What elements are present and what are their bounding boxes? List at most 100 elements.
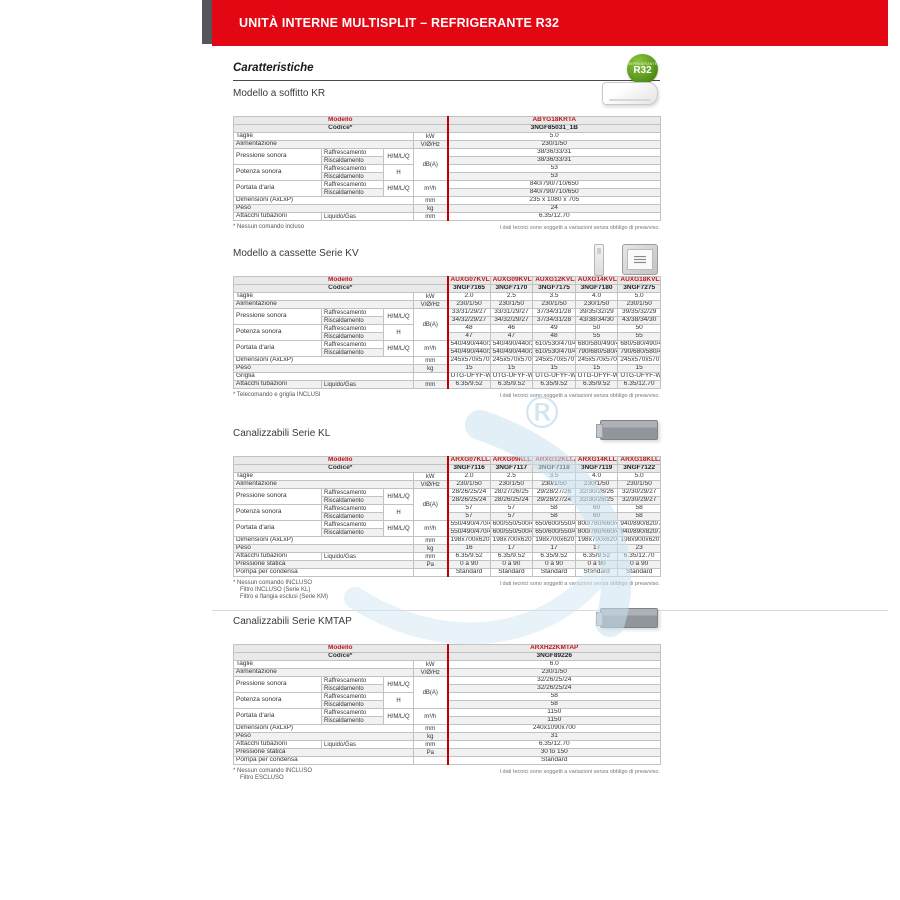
mode-label: H/M/L/Q xyxy=(383,488,414,505)
value-portata_raff: 650/600/550/400 xyxy=(532,520,576,529)
value-pressione_risc: 32/26/25/24 xyxy=(446,684,661,693)
kl-footnotes: * Nessun comando INCLUSO Filtro INCLUSO (… xyxy=(233,580,660,601)
value-pressione_statica: 0 a 90 xyxy=(446,560,491,569)
value-pressione_risc: 29/28/27/24 xyxy=(532,496,576,505)
value-attacchi: 6.35/9.52 xyxy=(489,552,534,561)
sub-label: Riscaldamento xyxy=(321,512,384,521)
value-peso: 24 xyxy=(446,204,661,213)
unit-label: V/Ø/Hz xyxy=(413,140,448,149)
value-pressione_risc: 32/30/29/27 xyxy=(617,496,661,505)
mode-label: H xyxy=(383,504,414,521)
row-label-peso: Peso xyxy=(233,204,414,213)
value-peso: 15 xyxy=(489,364,534,373)
row-label-potenza_raff: Potenza sonora xyxy=(233,692,322,709)
sub-label: Riscaldamento xyxy=(321,316,384,325)
code-row-header: Codice* xyxy=(233,284,448,293)
value-taglie: 3.5 xyxy=(532,292,576,301)
value-pressione_raff: 37/34/31/28 xyxy=(532,308,576,317)
value-peso: 15 xyxy=(446,364,491,373)
model-code: 3NGF85031_1B xyxy=(446,124,661,133)
row-label-pompa: Pompa per condensa xyxy=(233,756,414,765)
value-pompa: Standard xyxy=(446,568,491,577)
footnote-line: Filtro ESCLUSO xyxy=(240,775,284,781)
row-label-taglie: Taglie xyxy=(233,132,414,141)
value-peso: 17 xyxy=(574,544,619,553)
sub-label: Raffrescamento xyxy=(321,692,384,701)
unit-label: kg xyxy=(413,544,448,553)
unit-label xyxy=(413,756,448,765)
unit-label: kW xyxy=(413,660,448,669)
value-dimensioni: 240x1090x700 xyxy=(446,724,661,733)
value-attacchi: 6.35/12.70 xyxy=(446,740,661,749)
value-alimentazione: 230/1/50 xyxy=(574,300,619,309)
sub-label: Raffrescamento xyxy=(321,708,384,717)
spec-table-kmtap: Modello ARXH22KMTAP Codice* 3NGF89226 Taglie… xyxy=(233,644,661,765)
value-alimentazione: 230/1/50 xyxy=(574,480,619,489)
value-potenza_raff: 50 xyxy=(574,324,619,333)
kmtap-footnotes: * Nessun comando INCLUSO Filtro ESCLUSO I… xyxy=(233,768,660,782)
row-label-pressione_raff: Pressione sonora xyxy=(233,148,322,165)
value-portata_raff: 800/780/660/480 xyxy=(574,520,619,529)
value-pressione_risc: 28/26/25/24 xyxy=(489,496,534,505)
mode-label: H/M/L/Q xyxy=(383,308,414,325)
value-portata_raff: 1150 xyxy=(446,708,661,717)
value-portata_risc: 800/780/660/480 xyxy=(574,528,619,537)
sub-label: Riscaldamento xyxy=(321,332,384,341)
sub-label: Raffrescamento xyxy=(321,180,384,189)
mode-label: H/M/L/Q xyxy=(383,708,414,725)
value-potenza_raff: 58 xyxy=(446,692,661,701)
value-alimentazione: 230/1/50 xyxy=(532,300,576,309)
value-portata_raff: 600/550/500/450 xyxy=(489,520,534,529)
value-pressione_risc: 34/32/29/27 xyxy=(489,316,534,325)
value-griglia: UTG-UFYF-W xyxy=(446,372,491,381)
model-row-header: Modello xyxy=(233,276,448,285)
value-potenza_risc: 57 xyxy=(489,512,534,521)
model-code: 3NGF7165 xyxy=(446,284,491,293)
ducted-unit-image xyxy=(596,608,658,628)
sub-label: Raffrescamento xyxy=(321,308,384,317)
value-portata_risc: 790/680/580/450 xyxy=(617,348,661,357)
row-label-pressione_raff: Pressione sonora xyxy=(233,308,322,325)
value-pressione_risc: 34/32/29/27 xyxy=(446,316,491,325)
value-pressione_risc: 43/38/34/30 xyxy=(617,316,661,325)
value-portata_risc: 540/490/440/390 xyxy=(446,348,491,357)
value-portata_risc: 550/490/470/440 xyxy=(446,528,491,537)
footnote-line: * Telecomando e griglia INCLUSI xyxy=(233,392,321,398)
value-pressione_raff: 29/28/27/26 xyxy=(532,488,576,497)
value-portata_raff: 840/790/710/650 xyxy=(446,180,661,189)
spec-table-kv: Modello AUXG07KVLA AUXG09KVLA AUXG12KVLA AUX… xyxy=(233,276,661,389)
unit-label: mm xyxy=(413,536,448,545)
cassette-panel xyxy=(627,249,653,270)
sub-label: Riscaldamento xyxy=(321,684,384,693)
unit-label: kW xyxy=(413,292,448,301)
value-dimensioni: 235 x 1080 x 705 xyxy=(446,196,661,205)
value-dimensioni: 198x700x620 xyxy=(574,536,619,545)
value-peso: 23 xyxy=(617,544,661,553)
value-peso: 31 xyxy=(446,732,661,741)
value-pressione_raff: 28/27/26/25 xyxy=(489,488,534,497)
value-dimensioni: 245x570x570 xyxy=(617,356,661,365)
value-portata_risc: 940/890/820/750 xyxy=(617,528,661,537)
technical-disclaimer: I dati tecnici sono soggetti a variazion… xyxy=(499,581,660,587)
model-row-header: Modello xyxy=(233,456,448,465)
model-code: 3NGF89226 xyxy=(446,652,661,661)
value-pressione_raff: 32/26/25/24 xyxy=(446,676,661,685)
row-label-pompa: Pompa per condensa xyxy=(233,568,414,577)
ceiling-unit-picture xyxy=(602,82,658,105)
value-portata_risc: 790/680/580/450 xyxy=(574,348,619,357)
value-taglie: 5.0 xyxy=(446,132,661,141)
value-potenza_raff: 58 xyxy=(617,504,661,513)
unit-label: mm xyxy=(413,356,448,365)
mode-label: H/M/L/Q xyxy=(383,676,414,693)
row-label-alimentazione: Alimentazione xyxy=(233,140,414,149)
row-label-attacchi: Attacchi tubazioni xyxy=(233,380,322,389)
unit-label: mm xyxy=(413,740,448,749)
cassette-unit-picture xyxy=(622,244,658,275)
value-pompa: Standard xyxy=(532,568,576,577)
sub-label: Riscaldamento xyxy=(321,496,384,505)
ducted-unit-picture xyxy=(596,608,658,628)
value-pompa: Standard xyxy=(446,756,661,765)
value-dimensioni: 245x570x570 xyxy=(489,356,534,365)
model-code: 3NGF7180 xyxy=(574,284,619,293)
unit-label: mm xyxy=(413,724,448,733)
